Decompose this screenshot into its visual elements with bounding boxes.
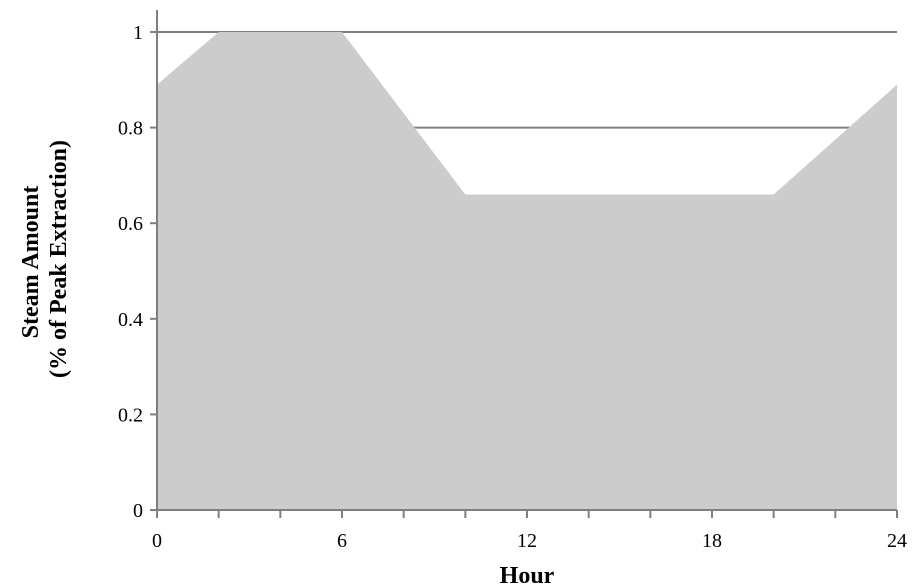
axes	[150, 10, 898, 518]
y-tick-label: 0.8	[118, 118, 143, 140]
steam-area-series	[157, 32, 897, 510]
x-tick-label: 24	[887, 530, 907, 552]
x-tick-label: 0	[152, 530, 162, 552]
tick-labels: 0 0.2 0.4 0.6 0.8 1 0 6 12 18 24	[118, 22, 907, 552]
y-tick-label: 1	[133, 22, 143, 44]
y-tick-label: 0.6	[118, 213, 143, 235]
y-axis-title-line-2: (% of Peak Extraction)	[46, 140, 72, 378]
y-tick-label: 0.2	[118, 404, 143, 426]
y-axis-title-line-1: Steam Amount	[18, 186, 44, 339]
y-tick-label: 0.4	[118, 309, 143, 331]
x-tick-label: 18	[702, 530, 722, 552]
y-tick-label: 0	[133, 500, 143, 522]
x-tick-label: 6	[337, 530, 347, 552]
x-axis-title: Hour	[500, 563, 555, 588]
x-tick-label: 12	[517, 530, 537, 552]
y-axis-title: Steam Amount (% of Peak Extraction)	[18, 140, 72, 378]
